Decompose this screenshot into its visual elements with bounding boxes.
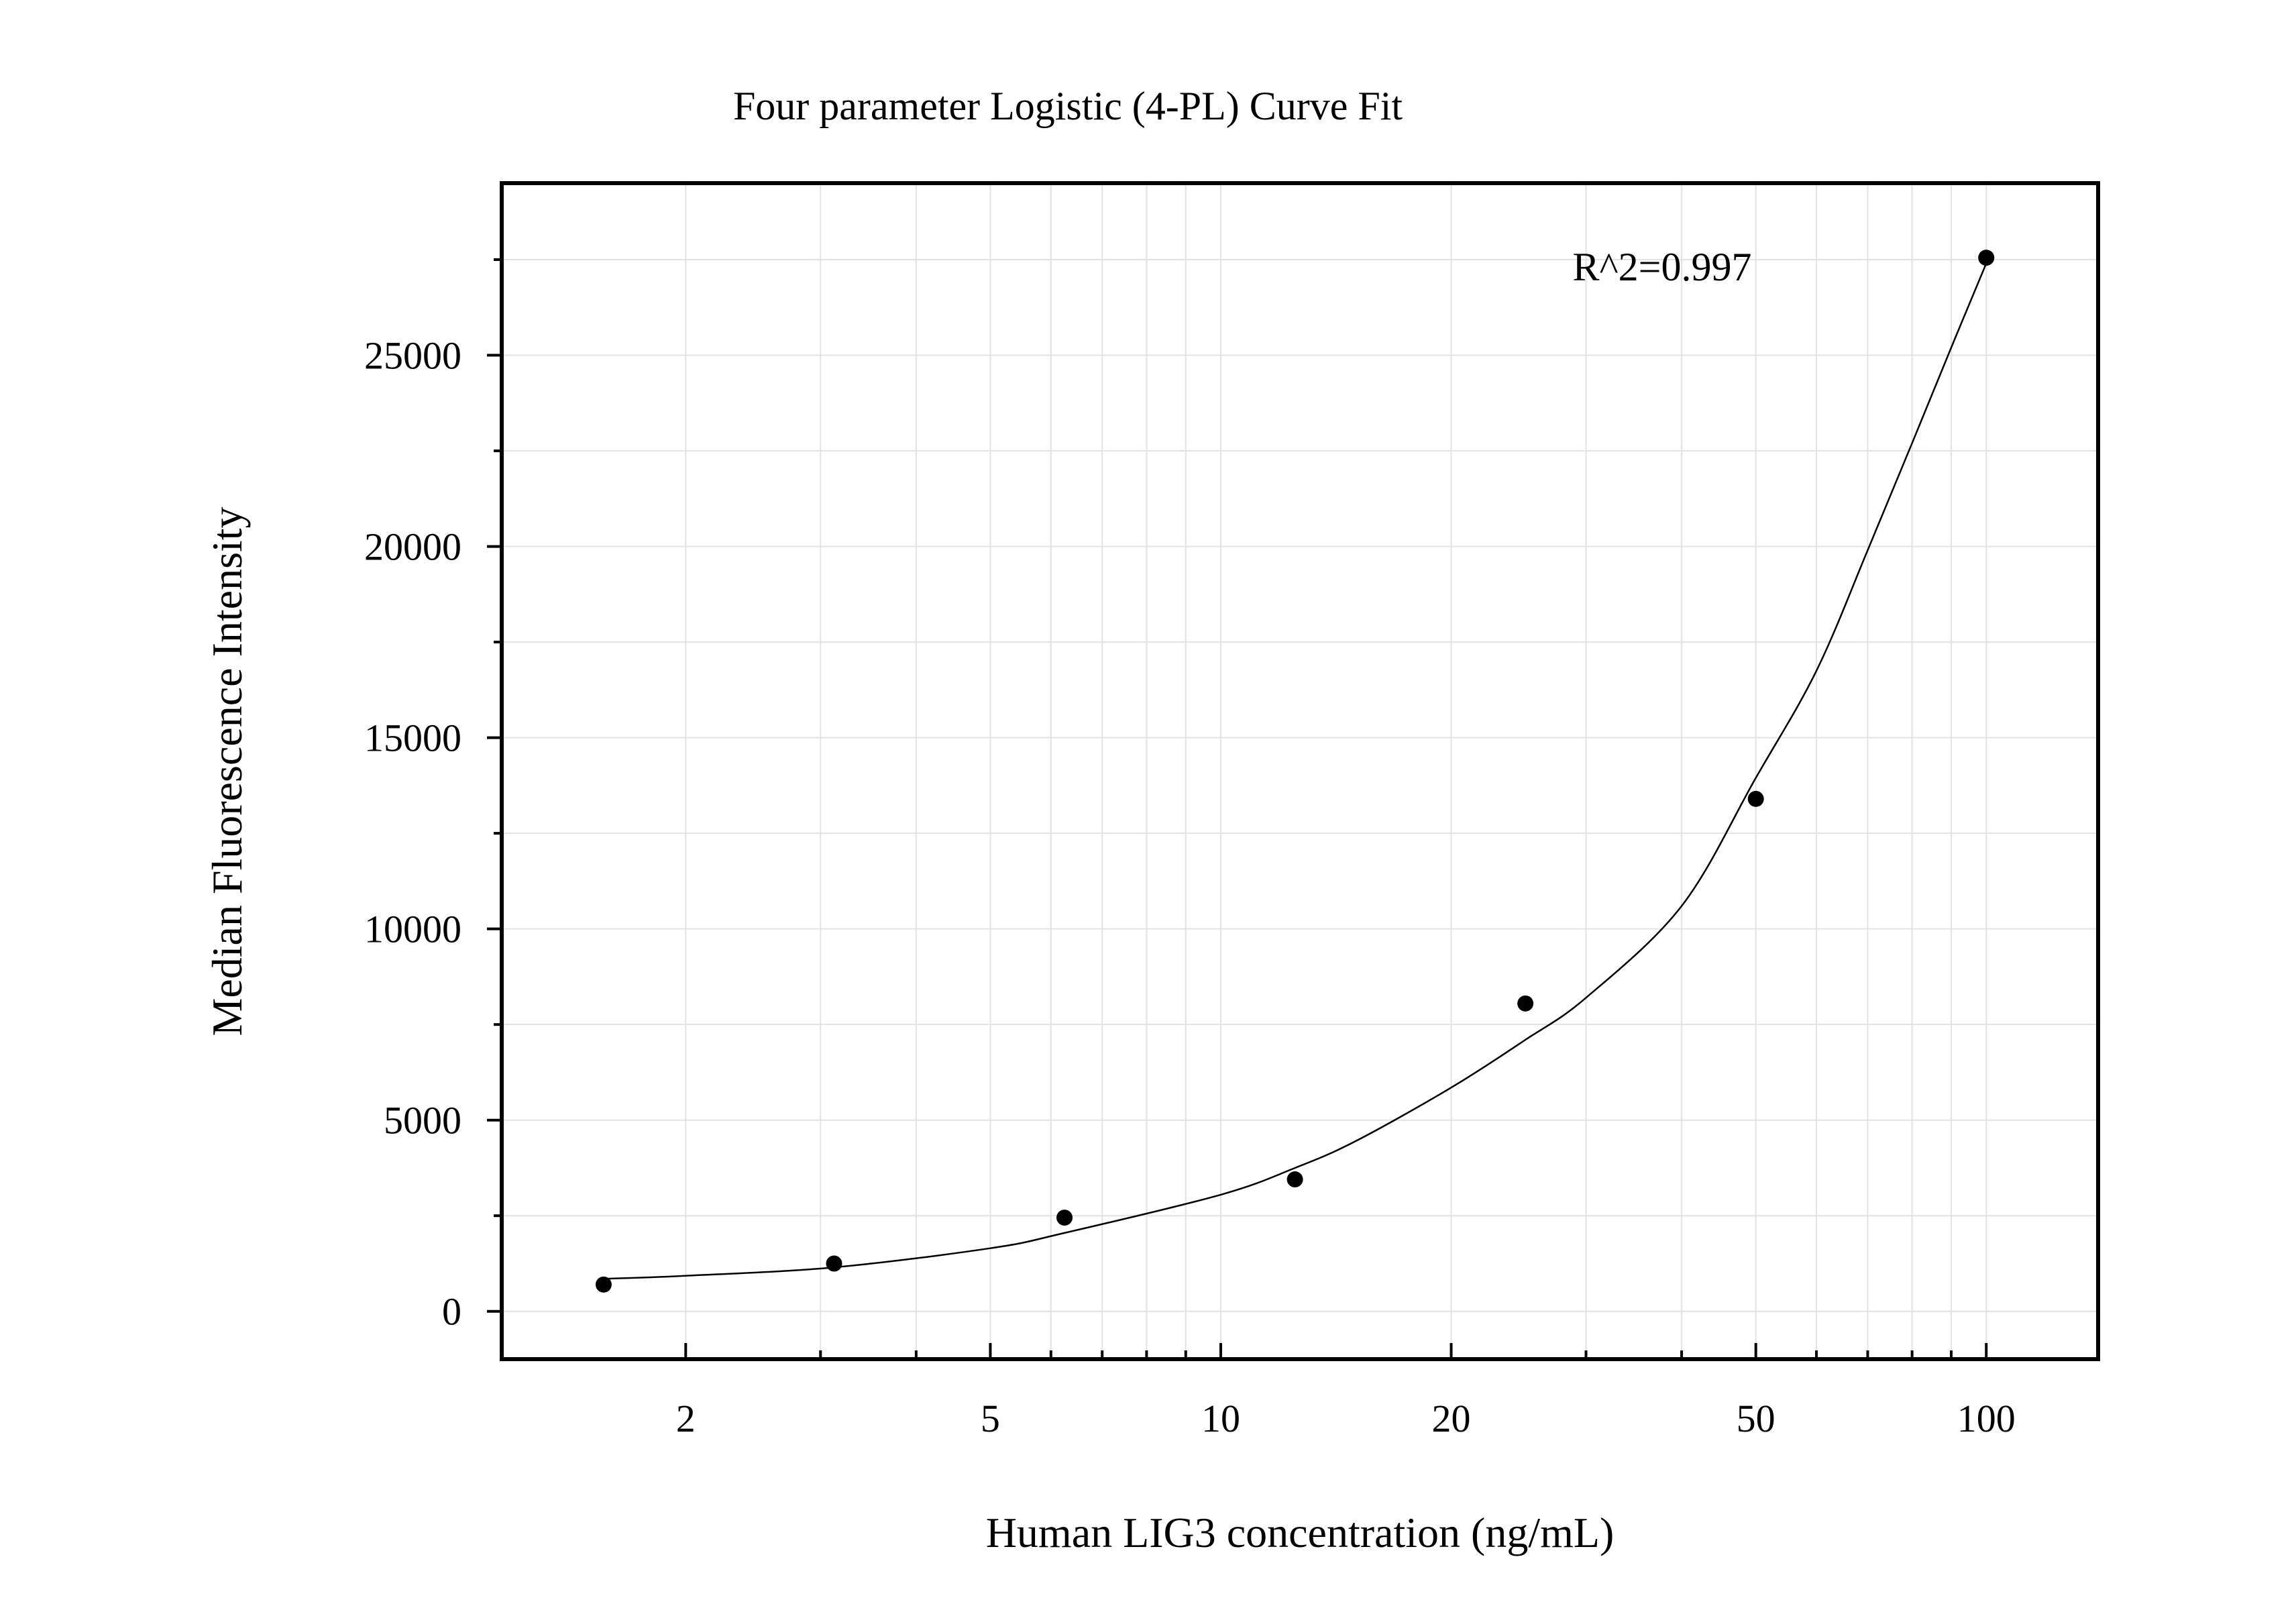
y-tick-label: 15000 — [364, 716, 461, 760]
x-axis-label: Human LIG3 concentration (ng/mL) — [986, 1509, 1615, 1556]
data-points — [595, 250, 1995, 1293]
fit-curve-group — [603, 263, 1987, 1280]
x-tick-label: 2 — [676, 1397, 696, 1440]
y-tick-label: 10000 — [364, 908, 461, 951]
r-squared-annotation: R^2=0.997 — [1572, 245, 1751, 289]
grid — [502, 183, 2098, 1359]
x-tick-label: 5 — [981, 1397, 1000, 1440]
x-tick-label: 100 — [1957, 1397, 2016, 1440]
data-point — [1287, 1171, 1303, 1188]
y-axis-label: Median Fluorescence Intensity — [203, 506, 251, 1036]
y-tick-label: 20000 — [364, 525, 461, 569]
fit-curve — [603, 263, 1987, 1280]
y-tick-label: 25000 — [364, 334, 461, 378]
x-tick-label: 50 — [1737, 1397, 1775, 1440]
x-tick-label: 20 — [1432, 1397, 1471, 1440]
axis-ticks — [487, 258, 1988, 1359]
plot-frame — [500, 181, 2100, 1361]
data-point — [1517, 995, 1534, 1012]
data-point — [826, 1255, 842, 1272]
x-tick-label: 10 — [1201, 1397, 1240, 1440]
y-tick-label: 5000 — [384, 1099, 461, 1142]
data-point — [595, 1276, 612, 1293]
data-point — [1978, 250, 1995, 266]
data-point — [1747, 790, 1764, 807]
data-point — [1056, 1210, 1073, 1226]
tick-labels: 2 5 10 20 50 100 0 5000 10000 15000 20000 25000 — [364, 334, 2016, 1440]
chart-title: Four parameter Logistic (4-PL) Curve Fit — [733, 84, 1403, 128]
y-tick-label: 0 — [442, 1290, 461, 1334]
